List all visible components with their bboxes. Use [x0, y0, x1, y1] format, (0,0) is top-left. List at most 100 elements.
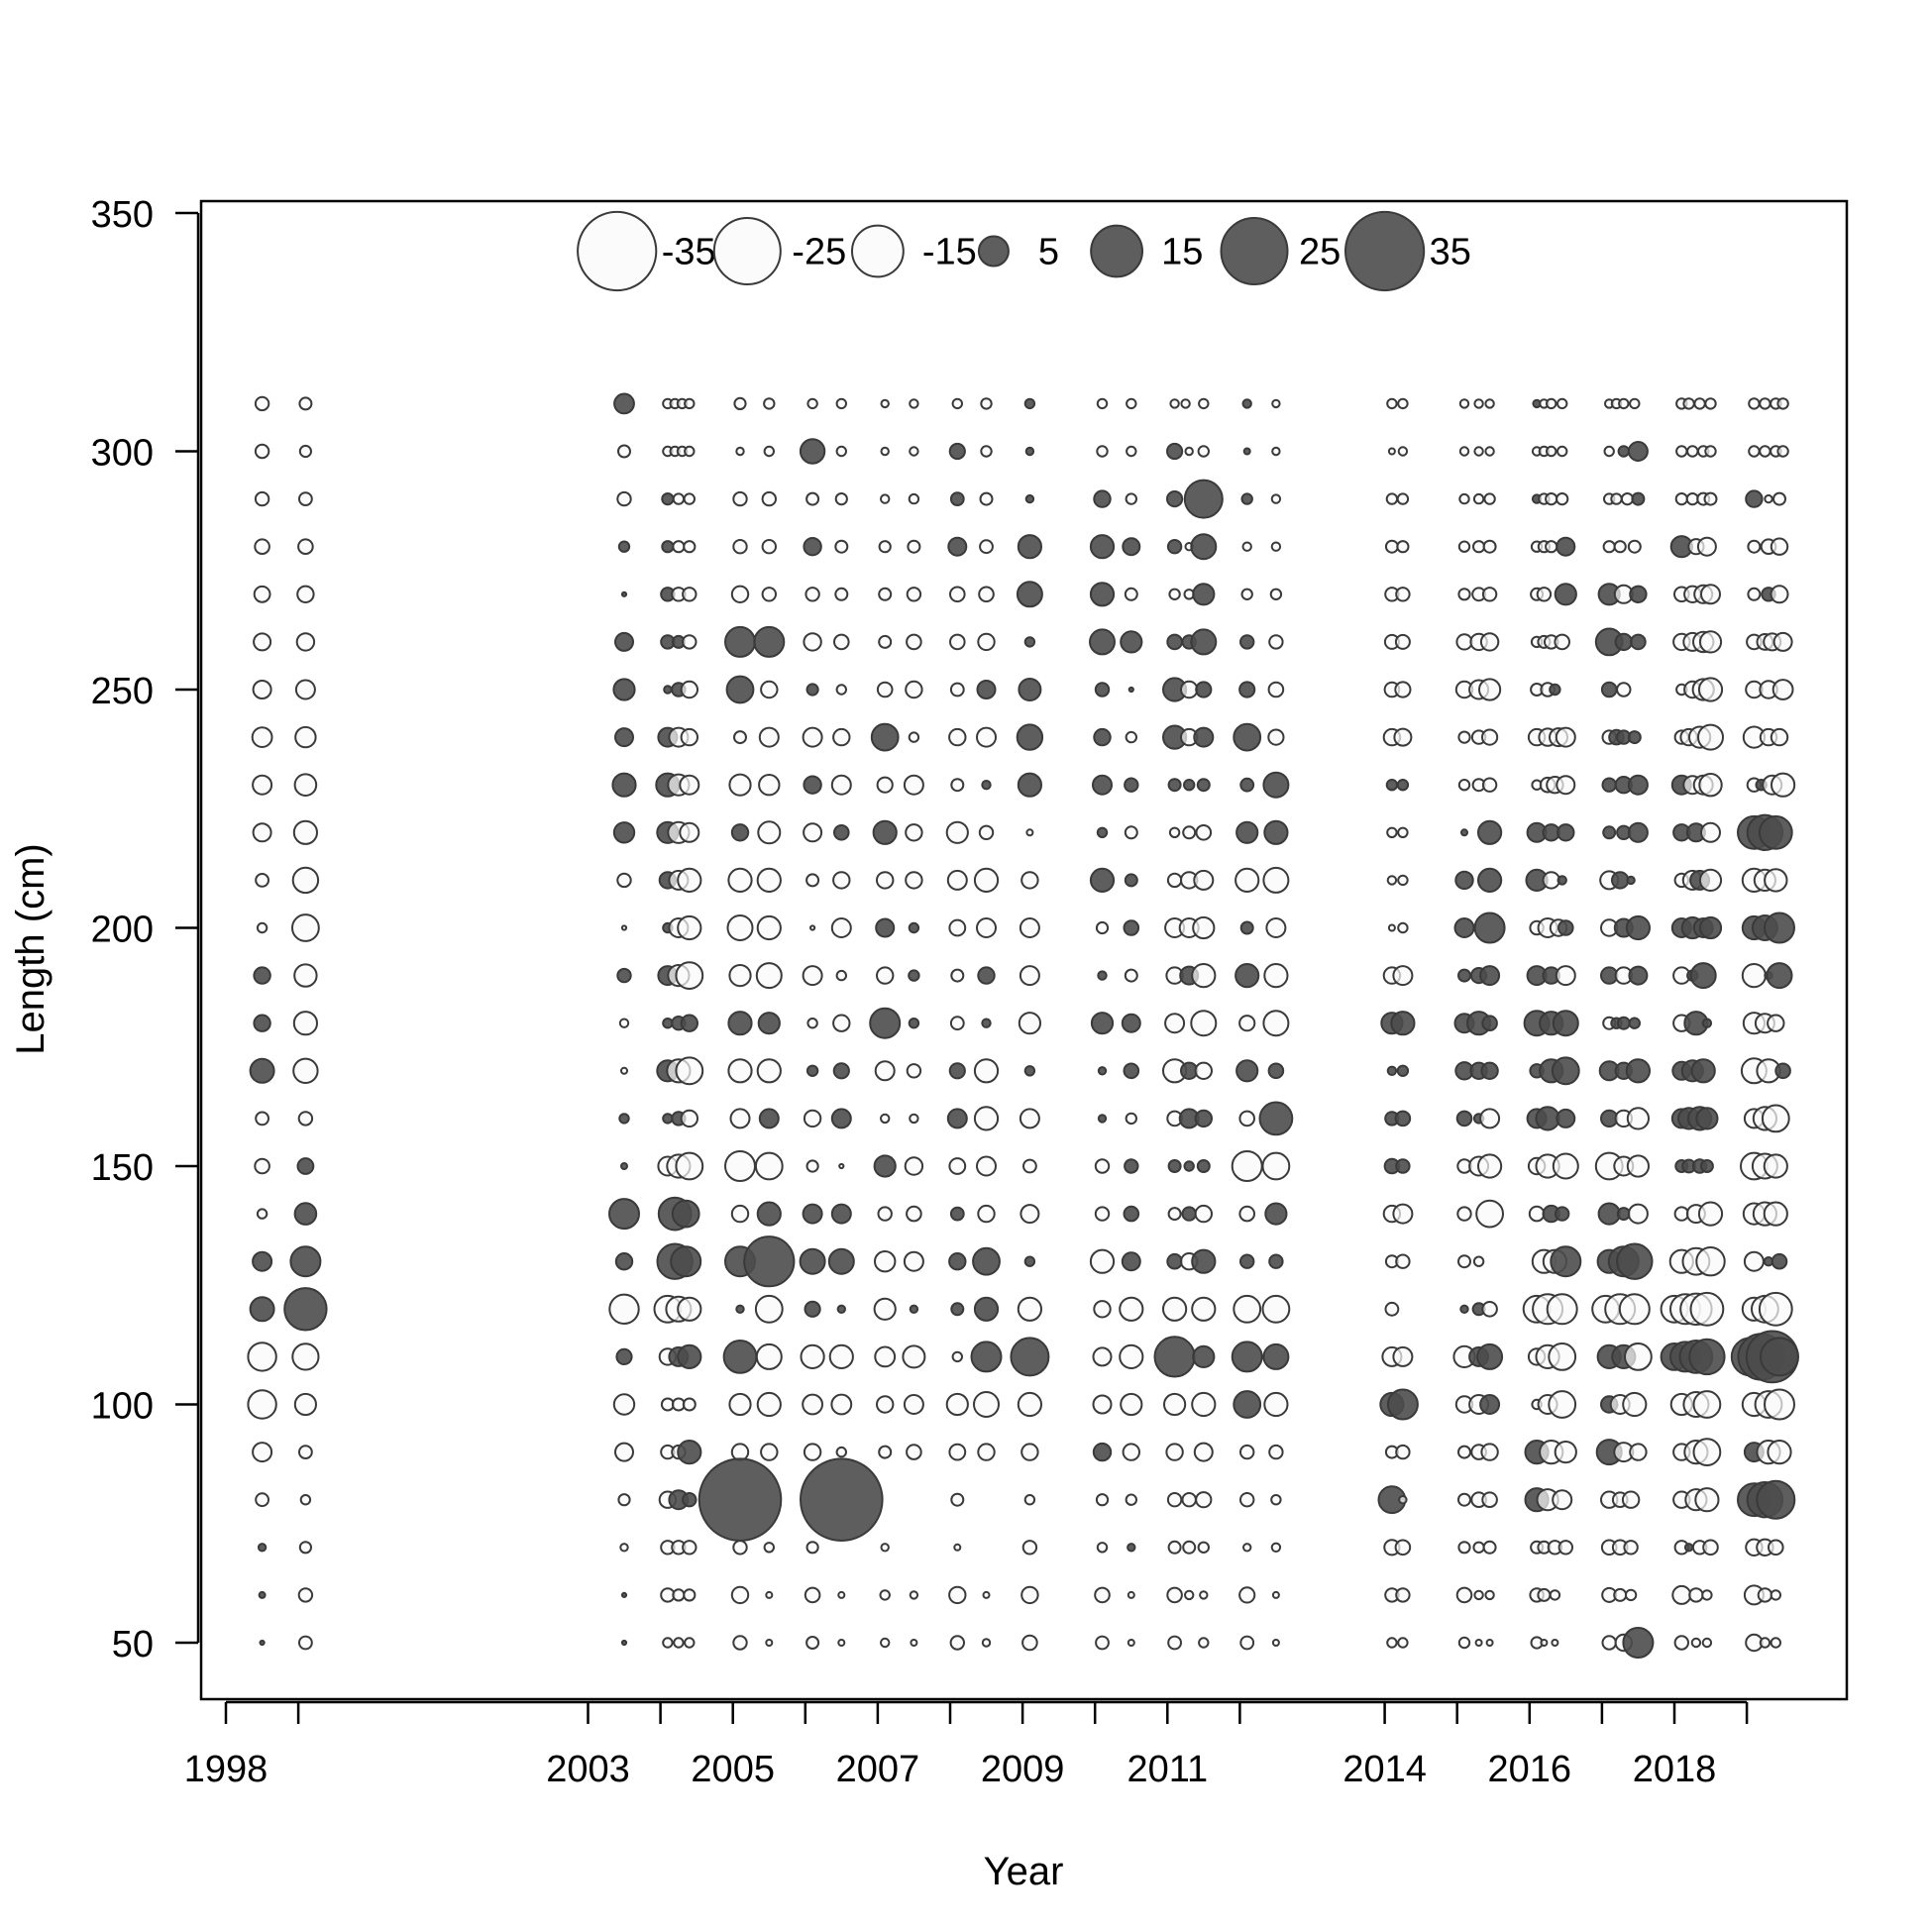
bubble-negative [909, 1590, 919, 1600]
bubble-negative [1092, 1394, 1113, 1415]
bubble-negative [672, 492, 686, 505]
bubble-positive [832, 1062, 850, 1080]
bubble-positive [827, 1247, 855, 1275]
bubble-negative [1548, 1390, 1577, 1419]
bubble-positive [1166, 1252, 1183, 1270]
bubble-negative [1096, 445, 1109, 458]
bubble-negative [617, 1493, 631, 1507]
bubble-negative [979, 491, 994, 506]
bubble-negative [1629, 1443, 1648, 1461]
bubble-negative [1477, 1153, 1503, 1179]
bubble-negative [877, 1206, 893, 1222]
bubble-negative [1238, 1015, 1256, 1032]
bubble-negative [1536, 587, 1553, 602]
bubble-positive [1626, 875, 1636, 886]
bubble-negative [1479, 632, 1500, 652]
bubble-negative [1457, 1492, 1471, 1507]
bubble-negative [1386, 397, 1398, 410]
bubble-positive [1097, 1066, 1108, 1076]
bubble-positive [981, 1018, 992, 1028]
bubble-negative [1457, 779, 1471, 792]
bubble-negative [1019, 917, 1040, 938]
bubble-positive [1127, 1543, 1136, 1553]
bubble-negative [1770, 727, 1789, 747]
bubble-negative [902, 1344, 926, 1369]
bubble-negative [1457, 540, 1471, 553]
bubble-negative [907, 539, 921, 554]
bubble-negative [835, 445, 847, 458]
bubble-negative [1238, 1586, 1256, 1604]
bubble-positive [1264, 1202, 1288, 1226]
legend-bubble [577, 210, 658, 292]
bubble-negative [680, 1109, 698, 1128]
bubble-negative [1613, 540, 1627, 554]
bubble-negative [672, 1588, 686, 1602]
bubble-negative [729, 1108, 751, 1129]
bubble-negative [1555, 965, 1576, 987]
bubble-negative [680, 727, 698, 747]
bubble-negative [1394, 1539, 1412, 1556]
bubble-positive [671, 1199, 700, 1229]
bubble-negative [1119, 1296, 1144, 1322]
bubble-negative [256, 1208, 268, 1220]
bubble-negative [1096, 397, 1109, 410]
bubble-positive [1124, 1158, 1139, 1174]
bubble-negative [1267, 728, 1285, 746]
bubble-negative [1481, 1491, 1498, 1508]
bubble-negative [951, 1350, 963, 1363]
bubble-positive [1233, 722, 1262, 752]
bubble-negative [1398, 1495, 1408, 1505]
bubble-negative [835, 1446, 847, 1458]
bubble-positive [1124, 873, 1138, 888]
bubble-negative [1545, 540, 1558, 554]
bubble-negative [763, 445, 775, 458]
bubble-negative [945, 820, 969, 844]
bubble-positive [1459, 1304, 1469, 1315]
bubble-positive [252, 1250, 273, 1272]
legend-label: 25 [1299, 232, 1341, 273]
bubble-positive [1023, 1255, 1036, 1267]
bubble-positive [1455, 1110, 1473, 1127]
bubble-negative [1546, 397, 1557, 410]
bubble-negative [973, 867, 1000, 894]
bubble-negative [1125, 1493, 1138, 1506]
bubble-negative [1556, 397, 1568, 410]
bubble-negative [832, 1014, 851, 1032]
bubble-negative [1764, 493, 1773, 504]
bubble-negative [662, 1637, 674, 1649]
plot-frame [199, 199, 1849, 1701]
bubble-negative [880, 1113, 891, 1125]
bubble-positive [1121, 1251, 1141, 1272]
bubble-negative [1457, 1636, 1471, 1650]
bubble-positive [1166, 490, 1184, 508]
bubble-negative [805, 587, 820, 602]
bubble-negative [680, 680, 698, 699]
bubble-negative [1397, 874, 1409, 887]
bubble-negative [765, 1639, 774, 1647]
bubble-negative [291, 866, 320, 895]
bubble-negative [1125, 1112, 1138, 1126]
bubble-positive [1123, 1205, 1140, 1223]
bubble-negative [1624, 1342, 1653, 1371]
bubble-negative [297, 1111, 314, 1127]
bubble-negative [1697, 723, 1724, 751]
bubble-positive [620, 1639, 628, 1647]
bubble-negative [1240, 588, 1253, 600]
bubble-negative [982, 1590, 991, 1599]
bubble-negative [1698, 773, 1723, 798]
bubble-positive [1550, 1245, 1582, 1278]
bubble-negative [255, 1111, 270, 1127]
bubble-negative [880, 1543, 890, 1553]
bubble-negative [252, 774, 273, 796]
bubble-negative [1384, 539, 1399, 554]
bubble-positive [908, 1018, 920, 1029]
bubble-negative [1270, 541, 1282, 552]
bubble-positive [1017, 534, 1043, 560]
bubble-negative [1126, 445, 1137, 458]
bubble-negative [728, 1392, 752, 1417]
bubble-negative [1481, 1301, 1498, 1318]
bubble-positive [875, 917, 896, 938]
bubble-negative [1548, 1342, 1577, 1371]
bubble-positive [804, 1300, 821, 1318]
bubble-negative [1165, 1443, 1184, 1461]
